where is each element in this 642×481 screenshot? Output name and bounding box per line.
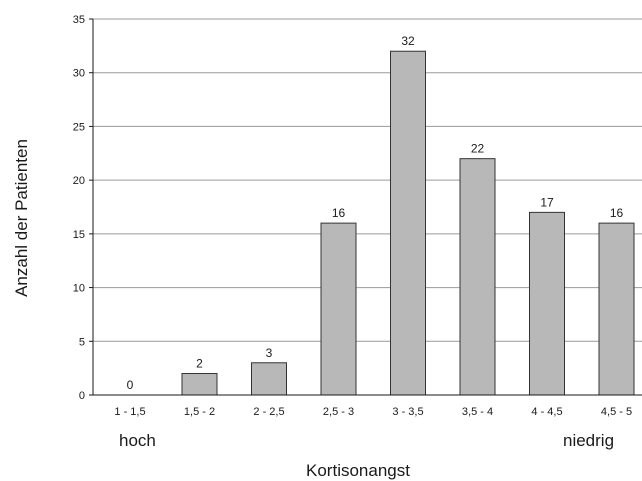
x-tick-label: 3 - 3,5 (392, 406, 423, 418)
bar (459, 158, 496, 396)
data-label: 32 (401, 34, 415, 48)
x-tick-label: 1 - 1,5 (114, 406, 145, 418)
x-tick-label: 1,5 - 2 (184, 406, 215, 418)
x-tick-label: 2 - 2,5 (253, 406, 284, 418)
x-tick-label: 4 - 4,5 (531, 406, 562, 418)
x-tick-label: 2,5 - 3 (323, 406, 354, 418)
gridlines (93, 18, 642, 342)
y-tick-label: 15 (73, 229, 85, 241)
y-tick-label: 30 (73, 68, 85, 80)
x-end-label-right: niedrig (563, 431, 614, 450)
x-end-label-left: hoch (119, 431, 156, 450)
x-axis-label: Kortisonangst (306, 461, 410, 480)
y-tick-labels: 0 5 10 15 20 25 30 35 (73, 14, 93, 402)
bar (251, 362, 287, 396)
data-label: 16 (332, 206, 346, 220)
data-label: 3 (266, 346, 273, 360)
data-label: 2 (196, 357, 203, 371)
bar (320, 222, 357, 396)
data-label: 17 (540, 195, 554, 209)
data-label: 22 (471, 142, 485, 156)
y-tick-label: 0 (79, 390, 85, 402)
y-tick-label: 20 (73, 175, 85, 187)
y-tick-label: 10 (73, 283, 85, 295)
bar (529, 211, 565, 396)
y-tick-label: 25 (73, 121, 85, 133)
x-tick-label: 4,5 - 5 (601, 406, 632, 418)
y-tick-label: 35 (73, 14, 85, 26)
bars (181, 50, 635, 396)
bar (181, 373, 218, 396)
bar (598, 222, 635, 396)
y-tick-label: 5 (79, 336, 85, 348)
y-axis-label: Anzahl der Patienten (12, 139, 31, 297)
data-labels: 0 2 3 16 32 22 17 16 (127, 34, 624, 392)
bar (390, 50, 426, 396)
x-tick-labels: 1 - 1,5 1,5 - 2 2 - 2,5 2,5 - 3 3 - 3,5 3,5 -… (114, 406, 632, 418)
x-tick-label: 3,5 - 4 (462, 406, 493, 418)
data-label: 16 (610, 206, 624, 220)
data-label: 0 (127, 378, 134, 392)
